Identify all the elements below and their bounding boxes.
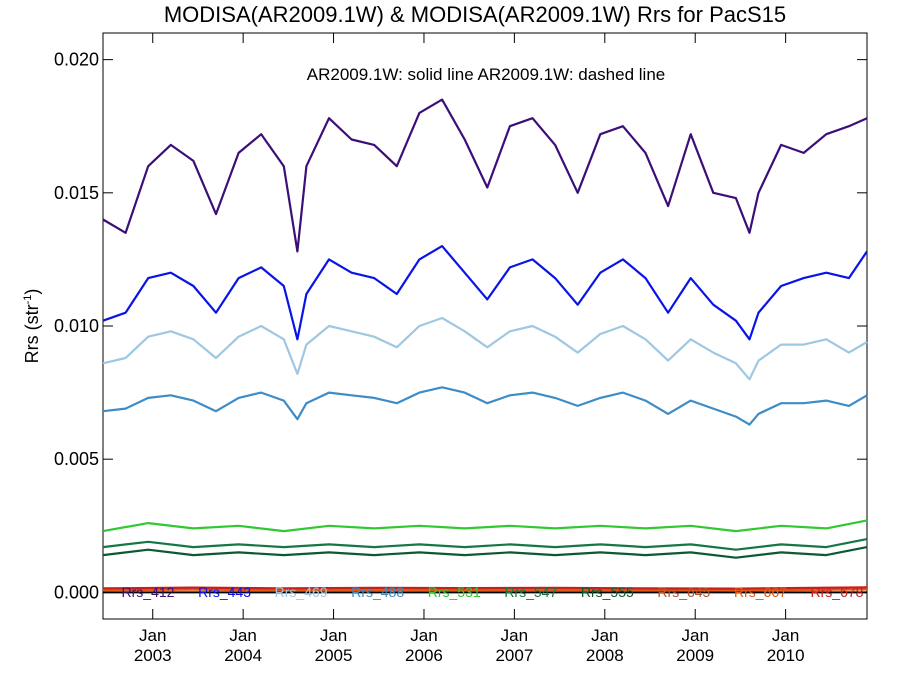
legend-item-rrs_488: Rrs_488 (351, 584, 404, 600)
series-line-rrs_555 (102, 546, 868, 559)
legend: Rrs_412 Rrs_443 Rrs_469 Rrs_488 Rrs_531 Rrs_5… (122, 584, 864, 600)
plot-frame (102, 32, 868, 620)
x-tick-month: Jan (591, 626, 618, 645)
legend-item-rrs_667: Rrs_667 (734, 584, 787, 600)
legend-item-rrs_412: Rrs_412 (122, 584, 175, 600)
legend-item-rrs_645: Rrs_645 (657, 584, 710, 600)
series-line-rrs_667 (102, 588, 868, 592)
series-line-rrs_469 (102, 316, 868, 381)
y-axis-ticks: 0.000 0.005 0.010 0.015 0.020 (54, 50, 867, 602)
legend-item-rrs_547: Rrs_547 (504, 584, 557, 600)
y-tick-label: 0.010 (54, 316, 99, 336)
x-tick-year: 2004 (224, 646, 262, 665)
x-tick-year: 2010 (767, 646, 805, 665)
x-tick-month: Jan (320, 626, 347, 645)
series-line-rrs_488 (102, 386, 868, 426)
series-line-rrs_678 (102, 586, 868, 590)
x-tick-year: 2003 (134, 646, 172, 665)
y-tick-label: 0.020 (54, 50, 99, 70)
y-tick-label: 0.015 (54, 183, 99, 203)
x-tick-month: Jan (410, 626, 437, 645)
series-line-rrs_531 (102, 519, 868, 533)
chart-title: MODISA(AR2009.1W) & MODISA(AR2009.1W) Rr… (164, 2, 786, 27)
legend-item-rrs_531: Rrs_531 (428, 584, 481, 600)
x-tick-year: 2008 (586, 646, 624, 665)
x-tick-year: 2006 (405, 646, 443, 665)
y-tick-label: 0.005 (54, 449, 99, 469)
legend-item-rrs_555: Rrs_555 (581, 584, 634, 600)
x-tick-year: 2007 (495, 646, 533, 665)
series-line-rrs_547 (102, 538, 868, 551)
series-line-rrs_443 (102, 245, 868, 341)
x-tick-year: 2005 (315, 646, 353, 665)
legend-item-rrs_443: Rrs_443 (198, 584, 251, 600)
legend-item-rrs_469: Rrs_469 (275, 584, 328, 600)
y-tick-label: 0.000 (54, 582, 99, 602)
x-tick-year: 2009 (676, 646, 714, 665)
x-tick-month: Jan (139, 626, 166, 645)
y-axis-label: Rrs (str-1) (22, 289, 42, 364)
series-line-rrs_412 (102, 98, 868, 253)
x-tick-month: Jan (229, 626, 256, 645)
legend-item-rrs_678: Rrs_678 (811, 584, 864, 600)
x-axis-ticks: Jan2003Jan2004Jan2005Jan2006Jan2007Jan20… (134, 33, 805, 665)
series-lines (102, 98, 868, 594)
x-tick-month: Jan (501, 626, 528, 645)
x-tick-month: Jan (772, 626, 799, 645)
line-style-annotation: AR2009.1W: solid line AR2009.1W: dashed … (307, 65, 666, 84)
x-tick-month: Jan (682, 626, 709, 645)
